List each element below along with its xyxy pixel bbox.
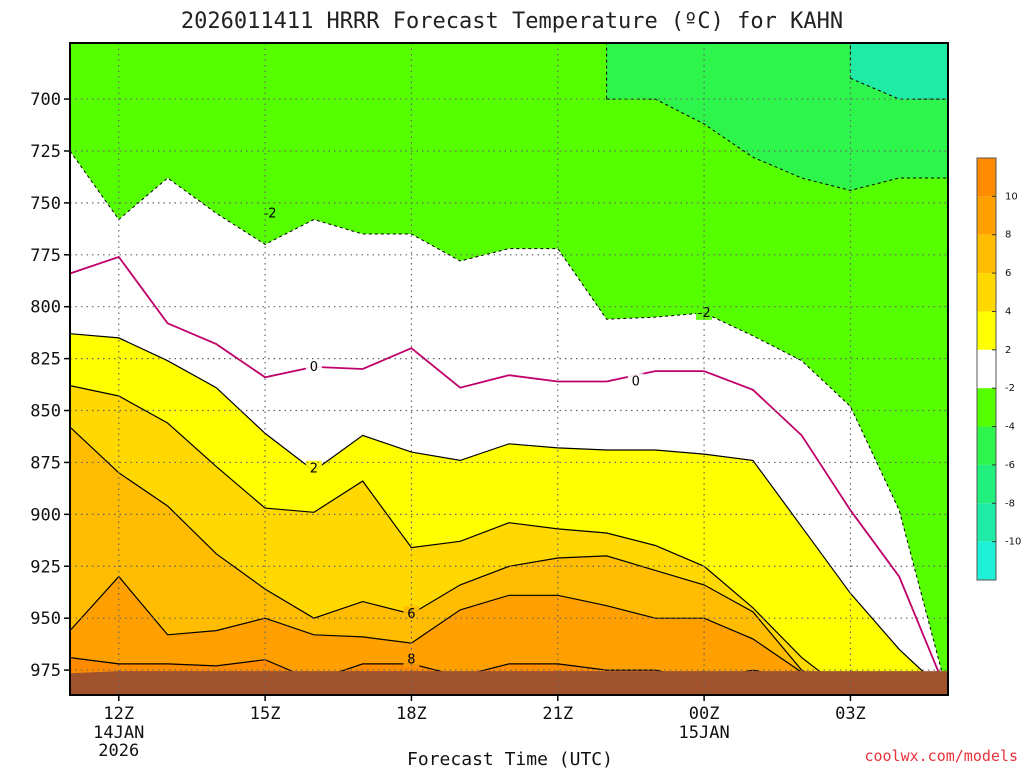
colorbar-label-7: -6 <box>1005 460 1015 471</box>
isotherm-4 <box>70 385 851 695</box>
chart-title: 2026011411 HRRR Forecast Temperature (ºC… <box>181 9 843 34</box>
y-tick-label-775: 775 <box>30 246 61 266</box>
colorbar-bin--2 <box>977 349 996 389</box>
colorbar-bin-2 <box>977 311 996 350</box>
contour-label-2: 2 <box>310 462 318 477</box>
y-tick-label-800: 800 <box>30 298 61 318</box>
colorbar-label-2: 6 <box>1005 268 1011 279</box>
y-tick-label-750: 750 <box>30 194 61 214</box>
isotherm-6 <box>70 426 851 695</box>
fills-group: -202680-2 <box>70 43 948 695</box>
x-tick-date-0: 14JAN <box>93 723 144 743</box>
contour-label-bg-6 <box>696 304 713 320</box>
x-tick-date-4: 15JAN <box>679 723 730 743</box>
y-tick-label-950: 950 <box>30 609 61 629</box>
colorbar-label-6: -4 <box>1005 422 1015 433</box>
grid-lines <box>70 43 948 695</box>
colorbar-bin--10 <box>977 503 996 542</box>
colorbar-bin--12 <box>977 541 996 580</box>
terrain-fill <box>70 671 948 695</box>
y-tick-label-875: 875 <box>30 453 61 473</box>
plot-frame <box>69 42 949 696</box>
cold-fill-1 <box>849 43 948 100</box>
contour-label-5: 0 <box>632 374 640 389</box>
colorbar-bin-4 <box>977 273 996 312</box>
contour-label-bg-0 <box>261 205 278 221</box>
colorbar-bin-10 <box>977 158 996 197</box>
x-axis-label: Forecast Time (UTC) <box>407 749 613 768</box>
colorbar-bin--8 <box>977 464 996 504</box>
contour-label-bg-2 <box>305 460 322 476</box>
contour-label-bg-5 <box>627 373 644 389</box>
colorbar-frame <box>976 157 997 581</box>
x-tick-year-0: 2026 <box>98 741 139 761</box>
colorbar: 10 8 6 4 2 -2 -4 -6 -8 -10 <box>976 157 1021 581</box>
y-tick-label-850: 850 <box>30 402 61 422</box>
contour-label-bg-3 <box>403 606 420 622</box>
colorbar-bin-6 <box>977 234 996 274</box>
colorbar-label-9: -10 <box>1005 537 1021 548</box>
isotherm-2 <box>70 333 948 695</box>
x-tick-label-3: 21Z <box>542 704 573 724</box>
contour-label-1: 0 <box>310 360 318 375</box>
x-tick-label-1: 15Z <box>250 704 281 724</box>
y-tick-label-700: 700 <box>30 90 61 110</box>
isotherm-8 <box>70 575 851 695</box>
colorbar-label-3: 4 <box>1005 306 1011 317</box>
colorbar-label-5: -2 <box>1005 383 1015 394</box>
y-tick-label-725: 725 <box>30 142 61 162</box>
x-tick-label-5: 03Z <box>835 704 866 724</box>
colorbar-label-0: 10 <box>1005 191 1018 202</box>
x-tick-label-2: 18Z <box>396 704 427 724</box>
colorbar-label-4: 2 <box>1005 345 1011 356</box>
x-tick-label-0: 12Z <box>103 704 134 724</box>
contour-label-0: -2 <box>264 206 277 221</box>
x-tick-label-4: 00Z <box>689 704 720 724</box>
y-tick-label-975: 975 <box>30 661 61 681</box>
colorbar-bin--4 <box>977 388 996 427</box>
y-tick-label-825: 825 <box>30 350 61 370</box>
y-axis: 700 725 750 775 800 825 850 875 900 925 950 975 <box>30 90 70 681</box>
colorbar-bin-8 <box>977 196 996 235</box>
colorbar-label-1: 8 <box>1005 230 1011 241</box>
colorbar-label-8: -8 <box>1005 498 1015 509</box>
y-tick-label-925: 925 <box>30 557 61 577</box>
y-tick-label-900: 900 <box>30 505 61 525</box>
contour-label-3: 6 <box>407 607 415 622</box>
contour-label-bg-1 <box>305 358 322 374</box>
plot-area: -202680-2 <box>69 42 949 696</box>
isotherm-0 <box>70 255 948 695</box>
colorbar-bin--6 <box>977 426 996 465</box>
credit-text[interactable]: coolwx.com/models <box>864 747 1018 765</box>
